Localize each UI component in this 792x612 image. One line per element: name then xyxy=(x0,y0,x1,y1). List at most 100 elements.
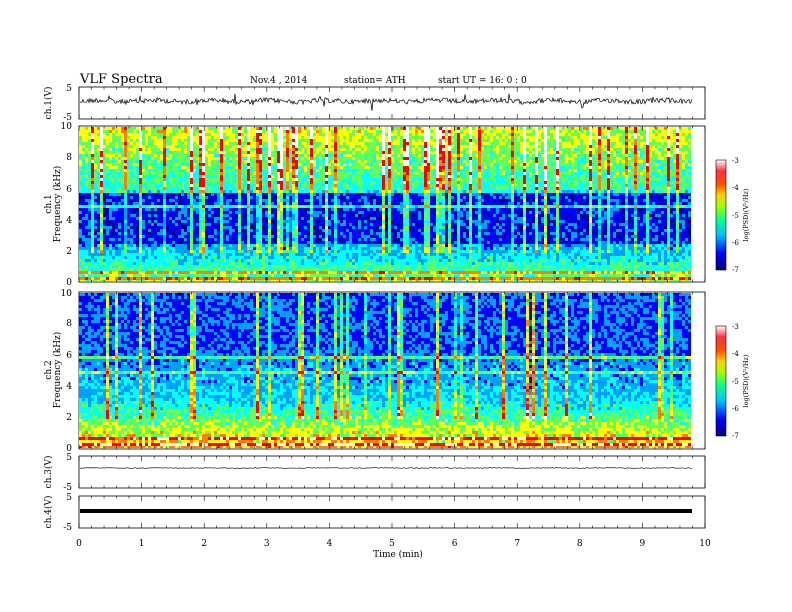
spec1-cell xyxy=(277,151,280,154)
spec1-cell xyxy=(568,142,571,145)
spec1-cell xyxy=(355,157,358,160)
spec1-cell xyxy=(322,145,325,148)
spec1-cell xyxy=(145,145,148,148)
spec1-cell xyxy=(385,127,388,130)
spec1-cell xyxy=(91,151,94,154)
spec1-cell xyxy=(166,145,169,148)
spec1-cell xyxy=(547,130,550,133)
spec1-cell xyxy=(238,142,241,145)
spec1-cell xyxy=(145,127,148,130)
spec1-cell xyxy=(673,145,676,148)
spec1-cell xyxy=(688,139,691,142)
spec1-cell xyxy=(307,160,310,163)
spec1-cell xyxy=(250,127,253,130)
spec1-cell xyxy=(271,136,274,139)
spec1-cell xyxy=(352,160,355,163)
spec1-cell xyxy=(145,136,148,139)
spec1-cell xyxy=(388,157,391,160)
spec1-cell xyxy=(235,154,238,157)
spec1-cell xyxy=(274,142,277,145)
spec1-cell xyxy=(523,148,526,151)
spec1-cell xyxy=(457,160,460,163)
spec1-cell xyxy=(589,130,592,133)
spec1-cell xyxy=(229,148,232,151)
spec1-cell xyxy=(232,157,235,160)
spec1-cell xyxy=(214,133,217,136)
spec1-cell xyxy=(373,160,376,163)
spec1-cell xyxy=(316,145,319,148)
spec1-cell xyxy=(607,130,610,133)
spec1-cell xyxy=(289,136,292,139)
spec1-cell xyxy=(223,139,226,142)
spec1-cell xyxy=(292,130,295,133)
spec1-cell xyxy=(310,133,313,136)
spec1-cell xyxy=(655,148,658,151)
spec1-cell xyxy=(244,145,247,148)
spec1-cell xyxy=(160,154,163,157)
spec1-cell xyxy=(433,130,436,133)
spec1-cell xyxy=(199,127,202,130)
spec1-cell xyxy=(88,148,91,151)
spec1-cell xyxy=(562,133,565,136)
spec1-cell xyxy=(499,136,502,139)
spec1-cell xyxy=(403,148,406,151)
spec1-cell xyxy=(178,136,181,139)
spec1-cell xyxy=(343,154,346,157)
spec1-cell xyxy=(154,148,157,151)
spec1-cell xyxy=(610,139,613,142)
spec1-cell xyxy=(580,127,583,130)
spec1-cell xyxy=(406,133,409,136)
spec1-cell xyxy=(628,157,631,160)
spec1-cell xyxy=(79,148,82,151)
spec1-cell xyxy=(364,130,367,133)
spec1-cell xyxy=(310,136,313,139)
spec1-cell xyxy=(94,127,97,130)
spec1-cell xyxy=(658,139,661,142)
spec1-cell xyxy=(565,148,568,151)
spec1-cell xyxy=(199,139,202,142)
spec1-cell xyxy=(475,136,478,139)
spec1-cell xyxy=(214,136,217,139)
spec1-cell xyxy=(592,139,595,142)
spec1-cell xyxy=(523,133,526,136)
spec1-cell xyxy=(415,154,418,157)
spec1-cell xyxy=(280,151,283,154)
spec1-cell xyxy=(337,139,340,142)
spec1-cell xyxy=(535,136,538,139)
spec1-cell xyxy=(151,151,154,154)
spec1-cell xyxy=(385,151,388,154)
spec1-cell xyxy=(424,151,427,154)
spec1-cell xyxy=(124,127,127,130)
spec1-cell xyxy=(508,136,511,139)
spec1-cell xyxy=(274,148,277,151)
spec1-cell xyxy=(433,154,436,157)
spec1-cell xyxy=(574,154,577,157)
spec1-cell xyxy=(130,148,133,151)
spec1-cell xyxy=(223,142,226,145)
spec1-cell xyxy=(163,139,166,142)
spec1-cell xyxy=(337,151,340,154)
spec1-cell xyxy=(535,151,538,154)
spec1-cell xyxy=(232,133,235,136)
spec1-cell xyxy=(154,160,157,163)
spec1-cell xyxy=(331,136,334,139)
spec1-cell xyxy=(316,136,319,139)
spec1-cell xyxy=(247,133,250,136)
spec1-cell xyxy=(355,130,358,133)
spec1-cell xyxy=(106,130,109,133)
spec1-cell xyxy=(283,148,286,151)
spec1-cell xyxy=(79,163,82,166)
spec1-cell xyxy=(646,157,649,160)
spec1-cell xyxy=(196,133,199,136)
spec1-cell xyxy=(331,139,334,142)
spec1-cell xyxy=(304,136,307,139)
spec1-cell xyxy=(100,148,103,151)
spec1-cell xyxy=(577,154,580,157)
spec1-cell xyxy=(562,136,565,139)
spec1-cell xyxy=(235,160,238,163)
spec1-cell xyxy=(559,130,562,133)
spec1-cell xyxy=(436,133,439,136)
spec1-cell xyxy=(439,136,442,139)
spec1-cell xyxy=(355,160,358,163)
spec1-cell xyxy=(280,139,283,142)
